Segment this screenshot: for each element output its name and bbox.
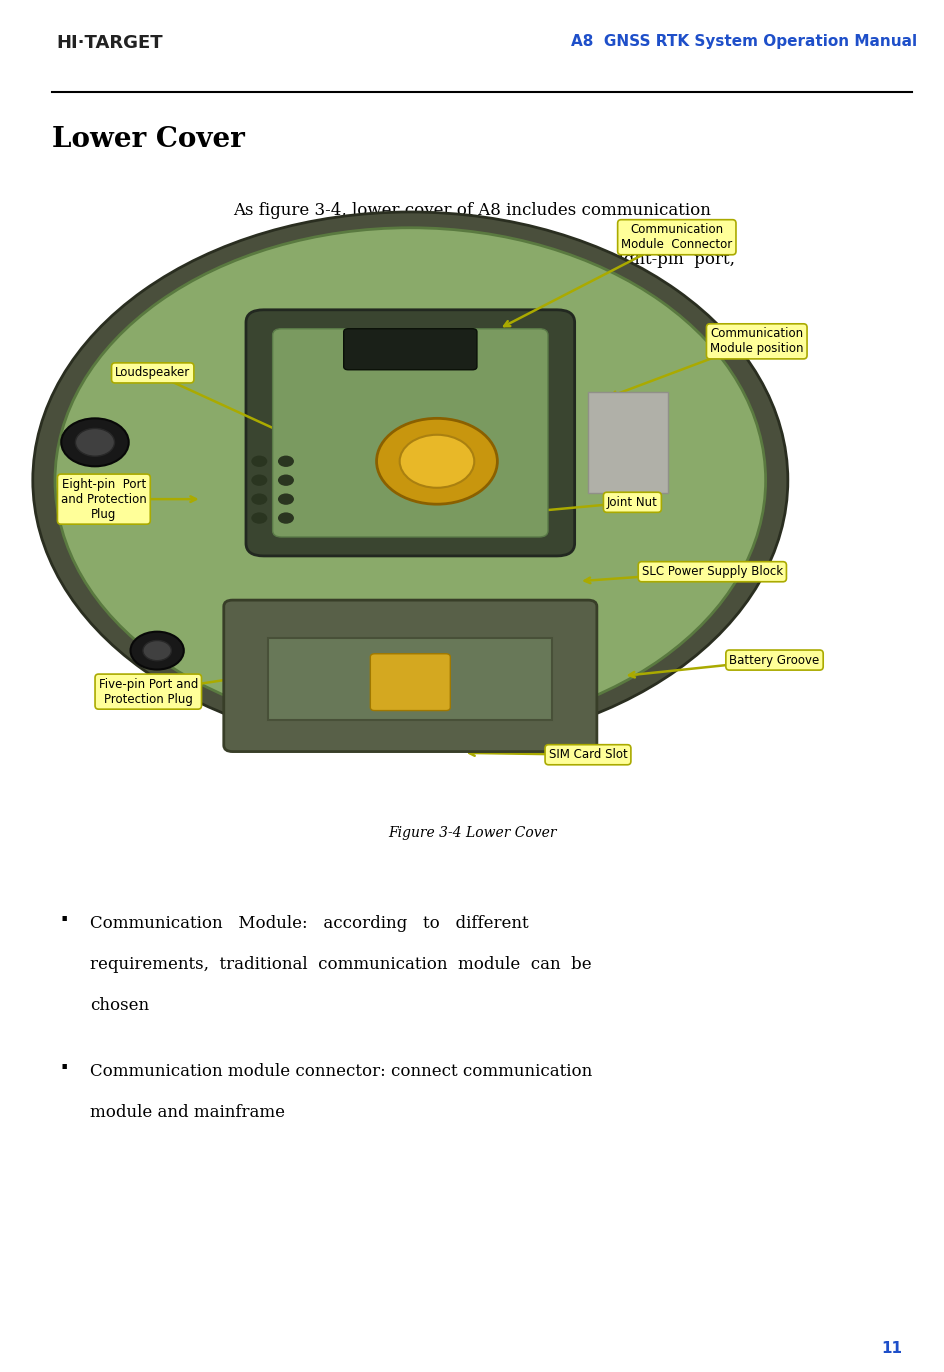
Text: Joint Nut: Joint Nut — [606, 495, 657, 509]
Circle shape — [55, 228, 765, 733]
Text: A8  GNSS RTK System Operation Manual: A8 GNSS RTK System Operation Manual — [570, 34, 916, 49]
Text: Communication
Module position: Communication Module position — [709, 328, 802, 355]
Text: HI·TARGET: HI·TARGET — [57, 34, 163, 52]
Text: Communication   Module:   according   to   different: Communication Module: according to diffe… — [90, 915, 528, 932]
Circle shape — [376, 418, 497, 504]
Circle shape — [33, 213, 787, 749]
Circle shape — [278, 494, 294, 505]
Circle shape — [251, 475, 267, 486]
Circle shape — [399, 435, 474, 488]
Circle shape — [143, 641, 171, 661]
FancyBboxPatch shape — [245, 310, 574, 556]
Text: module  slot,  battery  groove,  fiv  e-pin  port,  eight-pin  port,: module slot, battery groove, fiv e-pin p… — [210, 251, 734, 268]
Text: requirements,  traditional  communication  module  can  be: requirements, traditional communication … — [90, 956, 591, 973]
Text: Figure 3-4 Lower Cover: Figure 3-4 Lower Cover — [388, 826, 556, 840]
Circle shape — [251, 512, 267, 524]
Circle shape — [251, 494, 267, 505]
Text: ·: · — [59, 1056, 69, 1080]
Circle shape — [251, 456, 267, 466]
Text: As figure 3-4, lower cover of A8 includes communication: As figure 3-4, lower cover of A8 include… — [233, 202, 711, 218]
Circle shape — [278, 456, 294, 466]
Circle shape — [76, 428, 114, 457]
Text: 11: 11 — [881, 1340, 902, 1356]
FancyBboxPatch shape — [224, 600, 597, 752]
Text: SIM Card Slot: SIM Card Slot — [548, 748, 627, 761]
Text: ·: · — [59, 908, 69, 932]
FancyBboxPatch shape — [272, 329, 548, 536]
Text: Communication module connector: connect communication: Communication module connector: connect … — [90, 1063, 591, 1080]
Text: loudspeaker and so on.: loudspeaker and so on. — [375, 300, 569, 317]
Text: Eight-pin  Port
and Protection
Plug: Eight-pin Port and Protection Plug — [61, 477, 146, 520]
Text: Five-pin Port and
Protection Plug: Five-pin Port and Protection Plug — [98, 678, 197, 705]
Text: chosen: chosen — [90, 997, 149, 1014]
Bar — [268, 638, 552, 720]
Text: module and mainframe: module and mainframe — [90, 1104, 284, 1121]
Text: Loudspeaker: Loudspeaker — [115, 366, 190, 380]
Text: Battery Groove: Battery Groove — [729, 653, 818, 667]
Circle shape — [130, 631, 184, 670]
FancyBboxPatch shape — [370, 654, 449, 711]
Circle shape — [61, 418, 128, 466]
FancyBboxPatch shape — [344, 329, 477, 370]
Circle shape — [278, 512, 294, 524]
Text: SLC Power Supply Block: SLC Power Supply Block — [641, 565, 782, 578]
Bar — [587, 392, 667, 493]
Circle shape — [278, 475, 294, 486]
Text: Lower Cover: Lower Cover — [52, 126, 244, 154]
Text: Communication
Module  Connector: Communication Module Connector — [620, 224, 732, 251]
